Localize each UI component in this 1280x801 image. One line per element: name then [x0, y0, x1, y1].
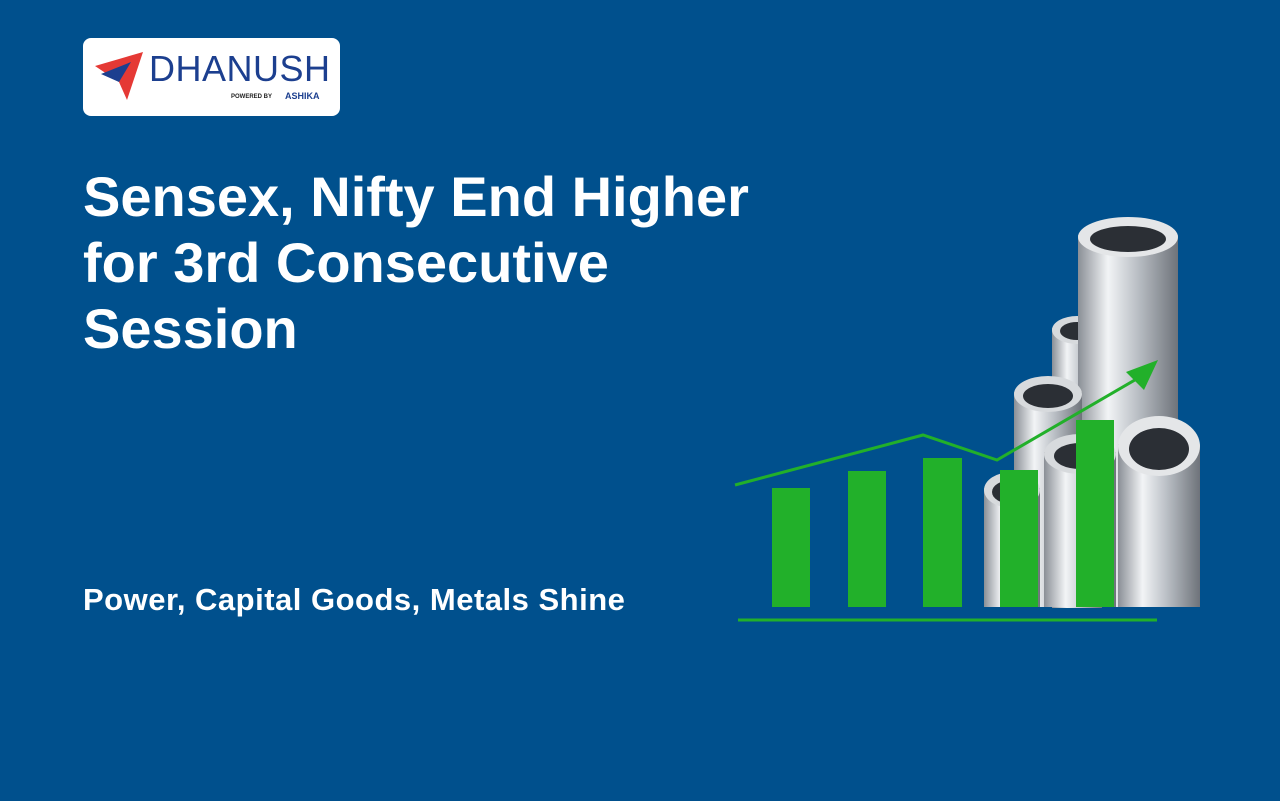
- illustration: [734, 217, 1200, 622]
- logo-brand: DHANUSH: [149, 48, 331, 89]
- logo-partner: ASHIKA: [285, 91, 320, 101]
- logo: DHANUSH POWERED BY ASHIKA: [83, 38, 340, 116]
- trend-arrow: [1126, 360, 1158, 390]
- headline-line: for 3rd Consecutive: [83, 231, 609, 294]
- logo-powered-by: POWERED BY: [231, 94, 273, 100]
- headline-line: Session: [83, 297, 298, 360]
- subtitle: Power, Capital Goods, Metals Shine: [83, 582, 626, 617]
- logo-icon: [95, 52, 143, 100]
- decorative-bars: [772, 420, 1114, 607]
- headline: Sensex, Nifty End Higher for 3rd Consecu…: [83, 164, 749, 362]
- trend-line: [734, 375, 1141, 487]
- headline-line: Sensex, Nifty End Higher: [83, 165, 749, 228]
